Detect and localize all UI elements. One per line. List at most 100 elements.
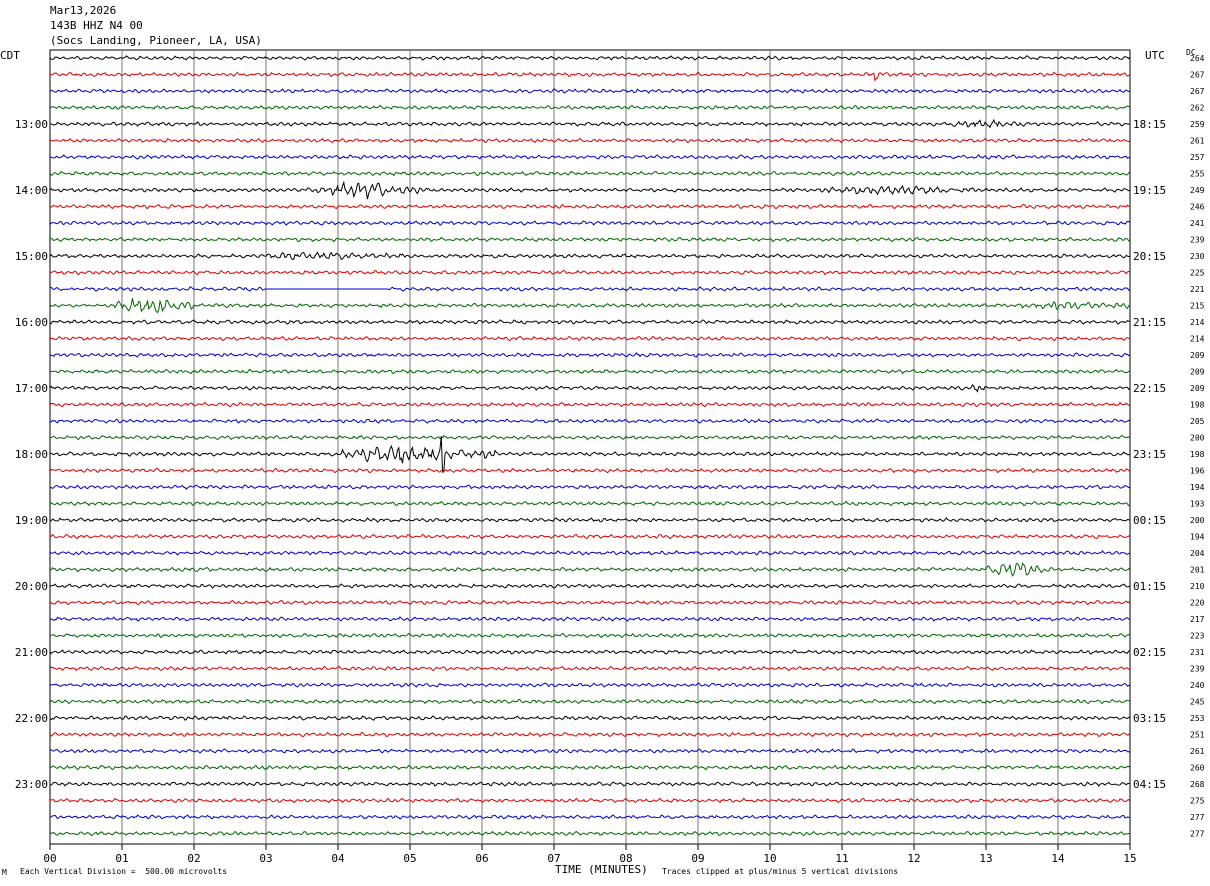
x-axis-ticks: 00 01 02 03 04 05 06 07 08 09 10 11 12 13 14 15 xyxy=(43,844,1137,865)
dc-value-label: 214 xyxy=(1190,335,1205,344)
dc-value-label: 261 xyxy=(1190,747,1205,756)
dc-value-label: 204 xyxy=(1190,549,1205,558)
trace-line-48 xyxy=(49,830,1131,837)
cdt-hour-labels: 13:00 14:00 15:00 16:00 17:00 18:00 19:00 20:00… xyxy=(15,118,48,791)
dc-value-label: 209 xyxy=(1190,384,1205,393)
utc-hour-label: 00:15 xyxy=(1133,514,1166,527)
record-date: Mar13,2026 xyxy=(50,4,117,17)
dc-value-label: 239 xyxy=(1190,236,1205,245)
trace-line-46 xyxy=(49,797,1131,804)
dc-value-label: 198 xyxy=(1190,450,1205,459)
trace-line-6 xyxy=(49,137,1131,144)
plot-frame xyxy=(49,49,1131,845)
dc-value-label: 262 xyxy=(1190,104,1205,113)
x-tick-label-01: 01 xyxy=(115,852,128,865)
trace-line-16 xyxy=(49,298,1131,314)
trace-line-42 xyxy=(49,731,1131,738)
cdt-hour-label: 13:00 xyxy=(15,118,48,131)
trace-line-3 xyxy=(49,88,1131,94)
utc-hour-label: 03:15 xyxy=(1133,712,1166,725)
dc-value-label: 277 xyxy=(1190,813,1205,822)
right-timezone-label: UTC xyxy=(1145,49,1165,62)
dc-value-label: 251 xyxy=(1190,731,1205,740)
dc-value-label: 239 xyxy=(1190,665,1205,674)
trace-line-20 xyxy=(49,368,1131,375)
dc-value-label: 257 xyxy=(1190,153,1205,162)
dc-value-label: 200 xyxy=(1190,434,1205,443)
trace-line-24 xyxy=(49,434,1131,441)
trace-line-29 xyxy=(49,517,1131,523)
dc-value-label: 255 xyxy=(1190,170,1205,179)
dc-value-label: 240 xyxy=(1190,681,1205,690)
x-tick-label-13: 13 xyxy=(979,852,992,865)
dc-value-label: 205 xyxy=(1190,417,1205,426)
corner-mark: M xyxy=(2,868,7,877)
utc-hour-label: 22:15 xyxy=(1133,382,1166,395)
left-timezone-label: CDT xyxy=(0,49,20,62)
cdt-hour-label: 17:00 xyxy=(15,382,48,395)
dc-value-label: 231 xyxy=(1190,648,1205,657)
dc-value-label: 214 xyxy=(1190,318,1205,327)
dc-value-label: 200 xyxy=(1190,516,1205,525)
dc-value-label: 259 xyxy=(1190,120,1205,129)
dc-value-label: 194 xyxy=(1190,483,1205,492)
x-tick-label-12: 12 xyxy=(907,852,920,865)
utc-hour-label: 21:15 xyxy=(1133,316,1166,329)
trace-line-22 xyxy=(49,401,1131,408)
dc-value-label: 194 xyxy=(1190,533,1205,542)
utc-hour-label: 23:15 xyxy=(1133,448,1166,461)
dc-value-label: 245 xyxy=(1190,698,1205,707)
dc-value-label: 221 xyxy=(1190,285,1205,294)
dc-value-label: 225 xyxy=(1190,269,1205,278)
trace-line-41 xyxy=(49,715,1131,721)
trace-line-31 xyxy=(49,550,1131,556)
x-axis-title: TIME (MINUTES) xyxy=(555,863,648,876)
trace-line-10 xyxy=(49,203,1131,210)
utc-hour-label: 01:15 xyxy=(1133,580,1166,593)
dc-value-label: 215 xyxy=(1190,302,1205,311)
cdt-hour-label: 14:00 xyxy=(15,184,48,197)
dc-value-label: 209 xyxy=(1190,351,1205,360)
dc-value-label: 193 xyxy=(1190,500,1205,509)
dc-label: DC xyxy=(1186,48,1196,57)
trace-line-30 xyxy=(49,533,1131,540)
trace-line-32 xyxy=(50,562,1131,577)
dc-value-label: 264 xyxy=(1190,54,1205,63)
cdt-hour-label: 22:00 xyxy=(15,712,48,725)
minute-gridlines xyxy=(121,50,1059,844)
trace-line-23 xyxy=(49,418,1131,424)
trace-line-14 xyxy=(49,269,1131,276)
dc-value-label: 268 xyxy=(1190,780,1205,789)
trace-line-21 xyxy=(49,383,1131,393)
trace-line-2 xyxy=(49,71,1131,82)
dc-value-label: 267 xyxy=(1190,71,1205,80)
trace-line-1 xyxy=(49,55,1131,61)
cdt-hour-label: 21:00 xyxy=(15,646,48,659)
x-tick-label-11: 11 xyxy=(835,852,848,865)
trace-line-26 xyxy=(49,467,1131,474)
trace-line-18 xyxy=(49,335,1131,342)
trace-line-8 xyxy=(49,170,1131,177)
utc-hour-labels: 18:15 19:15 20:15 21:15 22:15 23:15 00:15 01:15… xyxy=(1133,118,1166,791)
utc-hour-label: 20:15 xyxy=(1133,250,1166,263)
trace-line-47 xyxy=(49,814,1131,820)
dc-value-label: 275 xyxy=(1190,797,1205,806)
dc-value-label: 230 xyxy=(1190,252,1205,261)
x-tick-label-15: 15 xyxy=(1123,852,1136,865)
trace-line-28 xyxy=(49,500,1131,507)
dc-value-label: 260 xyxy=(1190,764,1205,773)
trace-line-13 xyxy=(49,251,1131,261)
trace-line-5 xyxy=(49,118,1131,129)
x-tick-label-04: 04 xyxy=(331,852,345,865)
dc-value-label: 220 xyxy=(1190,599,1205,608)
x-tick-label-02: 02 xyxy=(187,852,200,865)
cdt-hour-label: 23:00 xyxy=(15,778,48,791)
trace-line-25 xyxy=(49,435,1131,473)
x-tick-label-07: 07 xyxy=(547,852,560,865)
trace-line-11 xyxy=(49,220,1131,226)
vertical-scale-note: Each Vertical Division = 500.00 microvol… xyxy=(20,867,228,876)
cdt-hour-label: 18:00 xyxy=(15,448,48,461)
trace-line-7 xyxy=(49,154,1131,160)
dc-value-label: 241 xyxy=(1190,219,1205,228)
